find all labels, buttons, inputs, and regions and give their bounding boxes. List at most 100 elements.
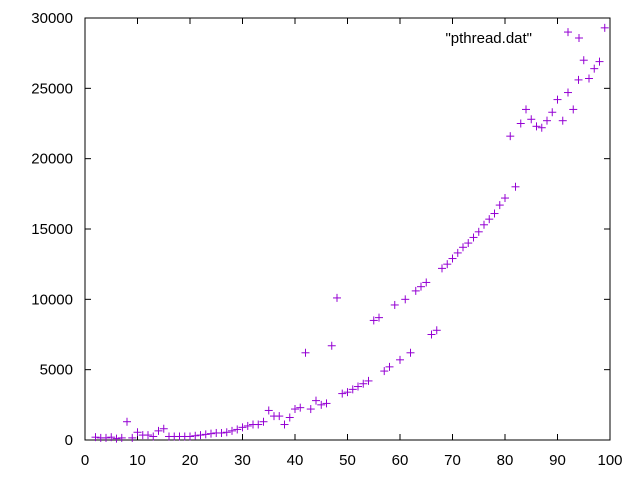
data-point [553, 95, 562, 104]
data-point [532, 122, 541, 131]
data-point [569, 105, 578, 114]
data-point [595, 57, 604, 66]
data-point [369, 316, 378, 325]
data-point [385, 362, 394, 371]
data-point [296, 403, 305, 412]
data-point [327, 341, 336, 350]
data-point [485, 215, 494, 224]
data-point [217, 428, 226, 437]
data-point [102, 433, 110, 442]
x-tick-label: 10 [129, 452, 146, 469]
data-point [133, 428, 142, 437]
data-point [207, 429, 215, 438]
data-point [238, 423, 247, 432]
data-point [600, 23, 609, 32]
data-point [228, 426, 236, 435]
data-point [543, 116, 551, 125]
data-point [222, 428, 231, 437]
data-point [312, 396, 320, 405]
data-point [590, 64, 599, 73]
data-point [448, 254, 457, 263]
data-point [438, 264, 446, 273]
tick-labels: 0 10 20 30 40 50 60 70 80 90 100 0 5000 10000 15000 200… [31, 10, 622, 469]
data-point [411, 286, 420, 295]
data-point [191, 431, 200, 440]
data-point [511, 182, 520, 191]
data-point [243, 421, 252, 430]
legend-marker [575, 34, 583, 42]
legend-label: "pthread.dat" [445, 30, 532, 47]
y-tick-label: 10000 [31, 291, 73, 308]
data-point [196, 431, 205, 440]
y-tick-label: 5000 [40, 362, 73, 379]
data-point [574, 75, 583, 84]
data-point [149, 432, 158, 441]
data-point [396, 355, 404, 364]
data-point [469, 233, 478, 242]
x-tick-label: 40 [287, 452, 304, 469]
data-point [548, 108, 557, 117]
data-point [359, 379, 368, 388]
x-tick-label: 0 [81, 452, 89, 469]
data-point [443, 260, 452, 269]
data-point [186, 432, 194, 441]
x-tick-label: 90 [549, 452, 566, 469]
data-point [516, 119, 525, 128]
data-point [501, 194, 509, 203]
data-point [301, 348, 310, 357]
data-point [117, 433, 126, 442]
data-point [348, 385, 357, 394]
data-point [285, 413, 294, 422]
data-point [564, 88, 572, 97]
data-point [280, 420, 289, 429]
data-point [333, 293, 341, 302]
data-point [401, 295, 410, 304]
data-point [432, 326, 441, 335]
data-point [201, 430, 210, 439]
data-point [291, 405, 299, 414]
data-point [527, 115, 536, 124]
data-point [254, 420, 263, 429]
x-tick-label: 100 [597, 452, 622, 469]
data-point [453, 248, 462, 257]
data-point [390, 300, 399, 309]
data-point [380, 367, 389, 376]
y-tick-label: 15000 [31, 221, 73, 238]
data-point [364, 376, 373, 385]
data-point [490, 209, 499, 218]
data-point [495, 201, 504, 210]
data-point [422, 278, 431, 287]
data-point [233, 425, 242, 434]
data-point [317, 400, 326, 409]
x-tick-label: 60 [392, 452, 409, 469]
data-point [585, 74, 593, 83]
data-points [91, 23, 609, 443]
data-point [406, 348, 415, 357]
x-tick-label: 80 [497, 452, 514, 469]
data-point [264, 406, 273, 415]
y-tick-label: 0 [65, 432, 73, 449]
data-point [474, 227, 483, 236]
data-point [128, 433, 137, 442]
x-tick-label: 30 [234, 452, 251, 469]
data-point [537, 123, 546, 132]
data-point [558, 116, 567, 125]
data-point [564, 28, 572, 37]
data-point [480, 220, 488, 229]
x-tick-label: 70 [444, 452, 461, 469]
data-point [123, 417, 131, 426]
data-point [343, 388, 352, 397]
data-point [522, 105, 530, 114]
data-point [506, 132, 515, 141]
x-tick-label: 20 [182, 452, 199, 469]
data-point [275, 412, 284, 421]
data-point [259, 417, 268, 426]
data-point [417, 282, 425, 291]
data-point [91, 433, 100, 442]
y-tick-label: 20000 [31, 151, 73, 168]
data-point [459, 243, 467, 252]
data-point [375, 313, 383, 322]
data-point [579, 56, 588, 65]
y-tick-label: 30000 [31, 10, 73, 27]
